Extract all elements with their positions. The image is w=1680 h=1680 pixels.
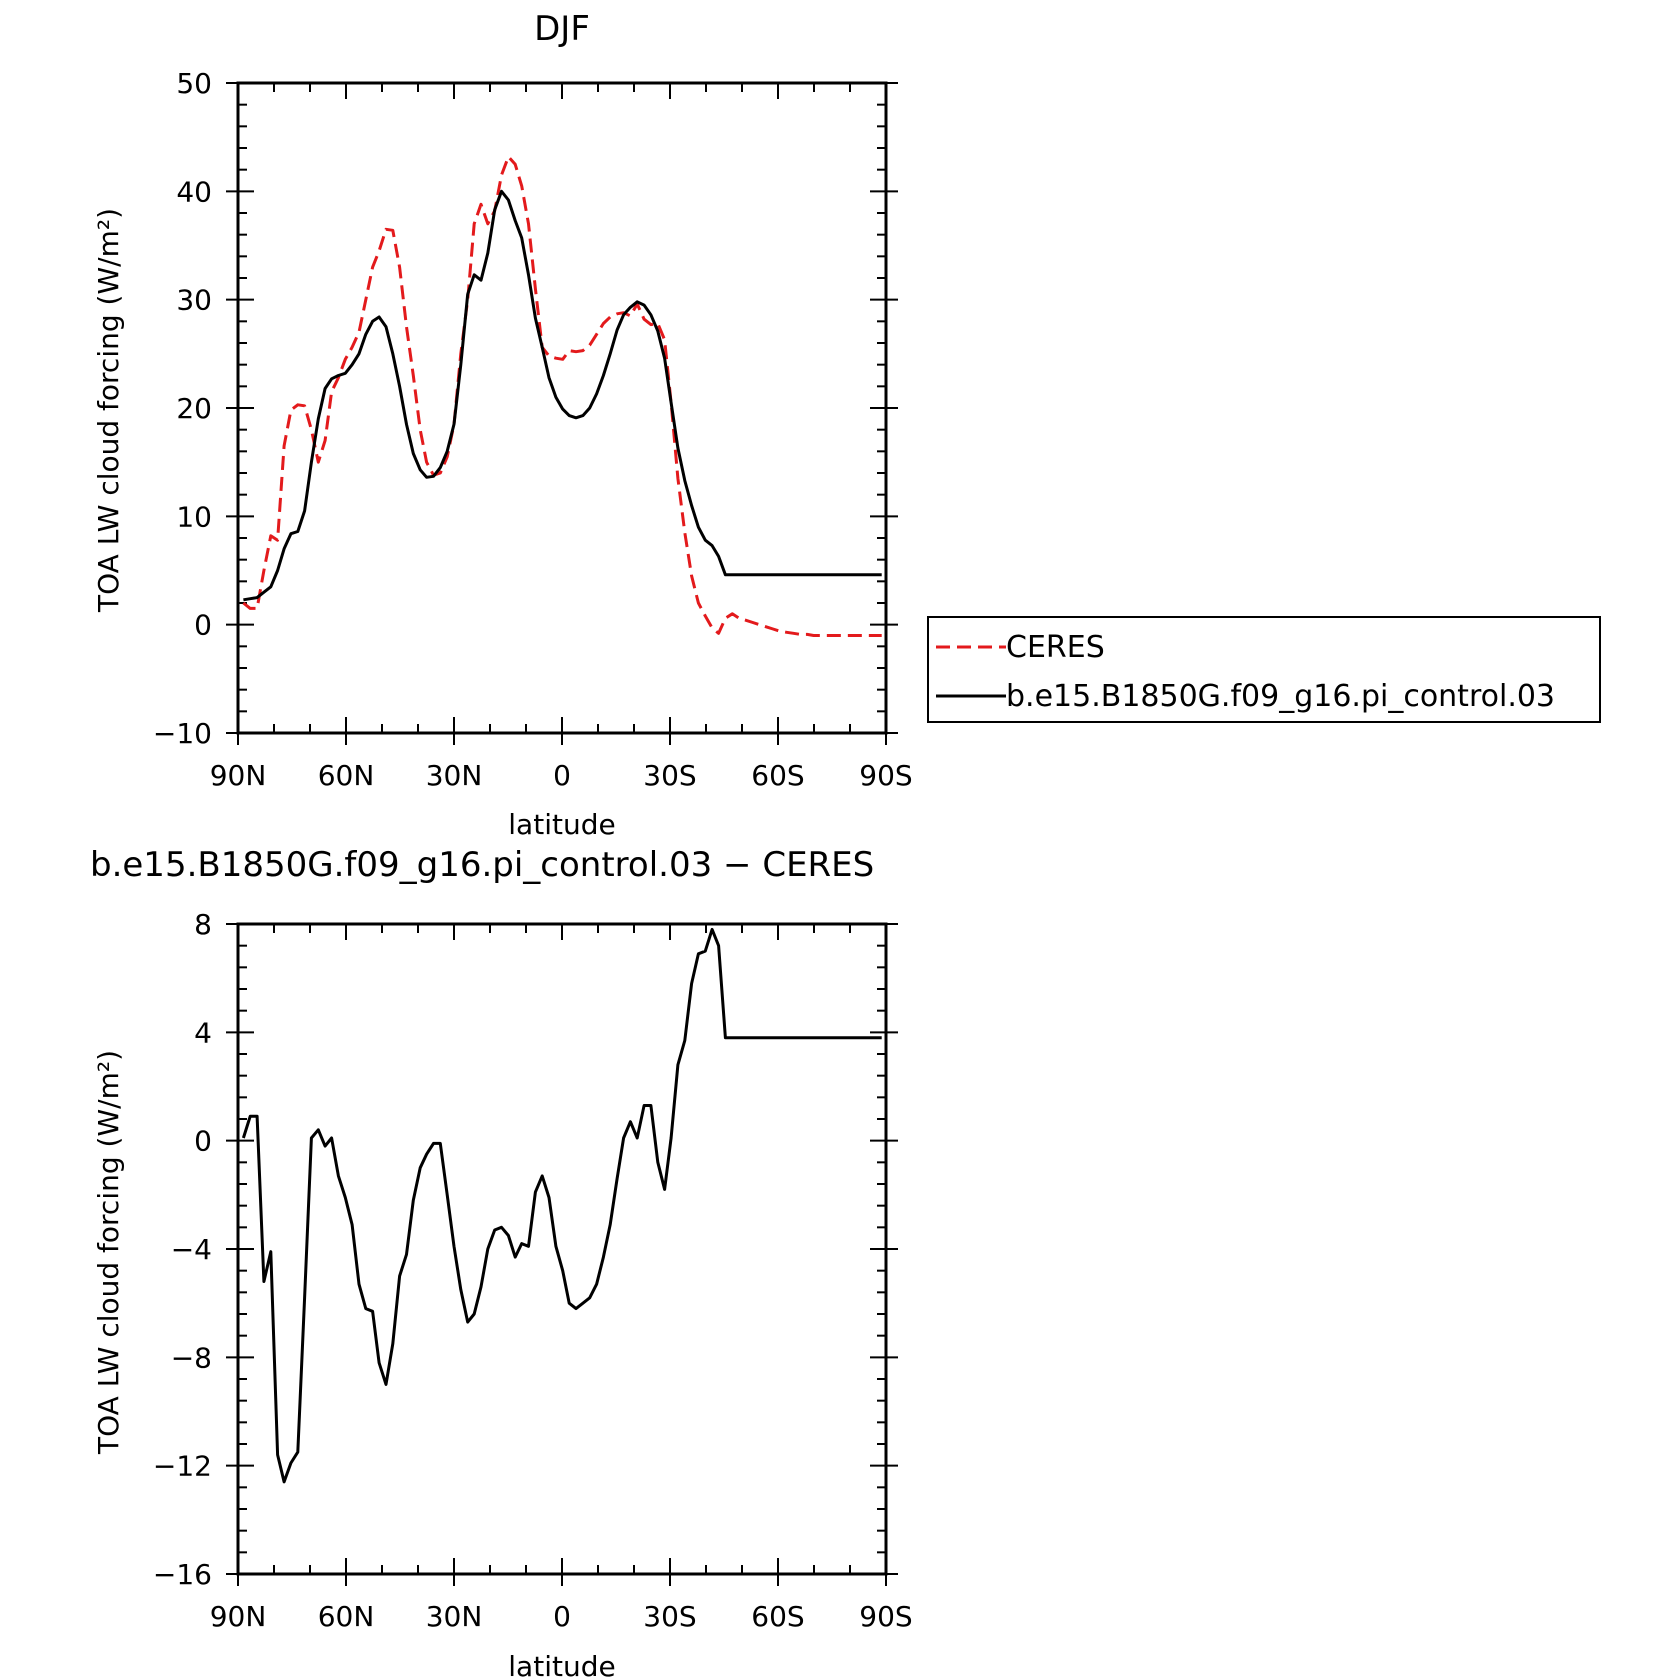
top-x-tick-label: 60S — [751, 759, 804, 792]
top-x-tick-label: 90S — [859, 759, 912, 792]
bottom-x-tick-label: 30S — [643, 1600, 696, 1633]
bottom-y-tick-label: 8 — [194, 908, 212, 941]
top-chart-xlabel: latitude — [508, 808, 615, 841]
bottom-y-tick-label: 0 — [194, 1125, 212, 1158]
bottom-chart-ticks: 90N 60N 30N 0 30S 60S 90S 8 4 0 −4 −8 −12 −16 — [153, 908, 913, 1633]
bottom-y-tick-label: −8 — [171, 1341, 212, 1374]
top-y-tick-label: 40 — [176, 175, 212, 208]
bottom-x-tick-label: 90S — [859, 1600, 912, 1633]
legend-label-model: b.e15.B1850G.f09_g16.pi_control.03 — [1006, 679, 1555, 714]
top-y-tick-label: 50 — [176, 67, 212, 100]
bottom-y-tick-label: −16 — [153, 1558, 212, 1591]
bottom-x-tick-label: 60N — [318, 1600, 375, 1633]
top-chart-title: DJF — [534, 9, 590, 49]
top-chart: DJF TOA LW cloud forcing (W/m²) latitude… — [92, 9, 913, 841]
top-chart-ticks: 90N 60N 30N 0 30S 60S 90S 50 40 30 20 10 0 −10 — [153, 67, 913, 792]
bottom-chart-xlabel: latitude — [508, 1650, 615, 1680]
top-y-tick-label: 20 — [176, 392, 212, 425]
bottom-x-tick-label: 60S — [751, 1600, 804, 1633]
top-x-tick-label: 30N — [426, 759, 483, 792]
top-x-tick-label: 60N — [318, 759, 375, 792]
top-x-tick-label: 90N — [210, 759, 267, 792]
bottom-series-line-0 — [241, 927, 882, 1484]
top-x-tick-label: 30S — [643, 759, 696, 792]
top-y-tick-label: 10 — [176, 500, 212, 533]
top-chart-frame — [236, 81, 888, 735]
bottom-x-tick-label: 90N — [210, 1600, 267, 1633]
legend-box — [927, 616, 1601, 723]
top-chart-ylabel: TOA LW cloud forcing (W/m²) — [92, 208, 125, 613]
bottom-y-tick-label: −4 — [171, 1233, 212, 1266]
bottom-chart: b.e15.B1850G.f09_g16.pi_control.03 − CER… — [90, 845, 913, 1680]
bottom-chart-title: b.e15.B1850G.f09_g16.pi_control.03 − CER… — [90, 845, 874, 885]
top-chart-series — [242, 155, 882, 637]
top-y-tick-label: −10 — [153, 717, 212, 750]
top-series-line-0 — [242, 155, 882, 637]
bottom-x-tick-label: 30N — [426, 1600, 483, 1633]
bottom-y-tick-label: 4 — [194, 1016, 212, 1049]
bottom-y-tick-label: −12 — [153, 1450, 212, 1483]
legend: CERES b.e15.B1850G.f09_g16.pi_control.03 — [927, 616, 1601, 723]
bottom-chart-ylabel: TOA LW cloud forcing (W/m²) — [92, 1050, 125, 1455]
bottom-chart-series — [241, 927, 882, 1484]
legend-label-ceres: CERES — [1006, 630, 1105, 665]
top-y-tick-label: 0 — [194, 609, 212, 642]
top-x-tick-label: 0 — [553, 759, 571, 792]
bottom-x-tick-label: 0 — [553, 1600, 571, 1633]
top-y-tick-label: 30 — [176, 284, 212, 317]
top-series-line-1 — [243, 189, 882, 602]
bottom-chart-frame — [236, 922, 888, 1576]
